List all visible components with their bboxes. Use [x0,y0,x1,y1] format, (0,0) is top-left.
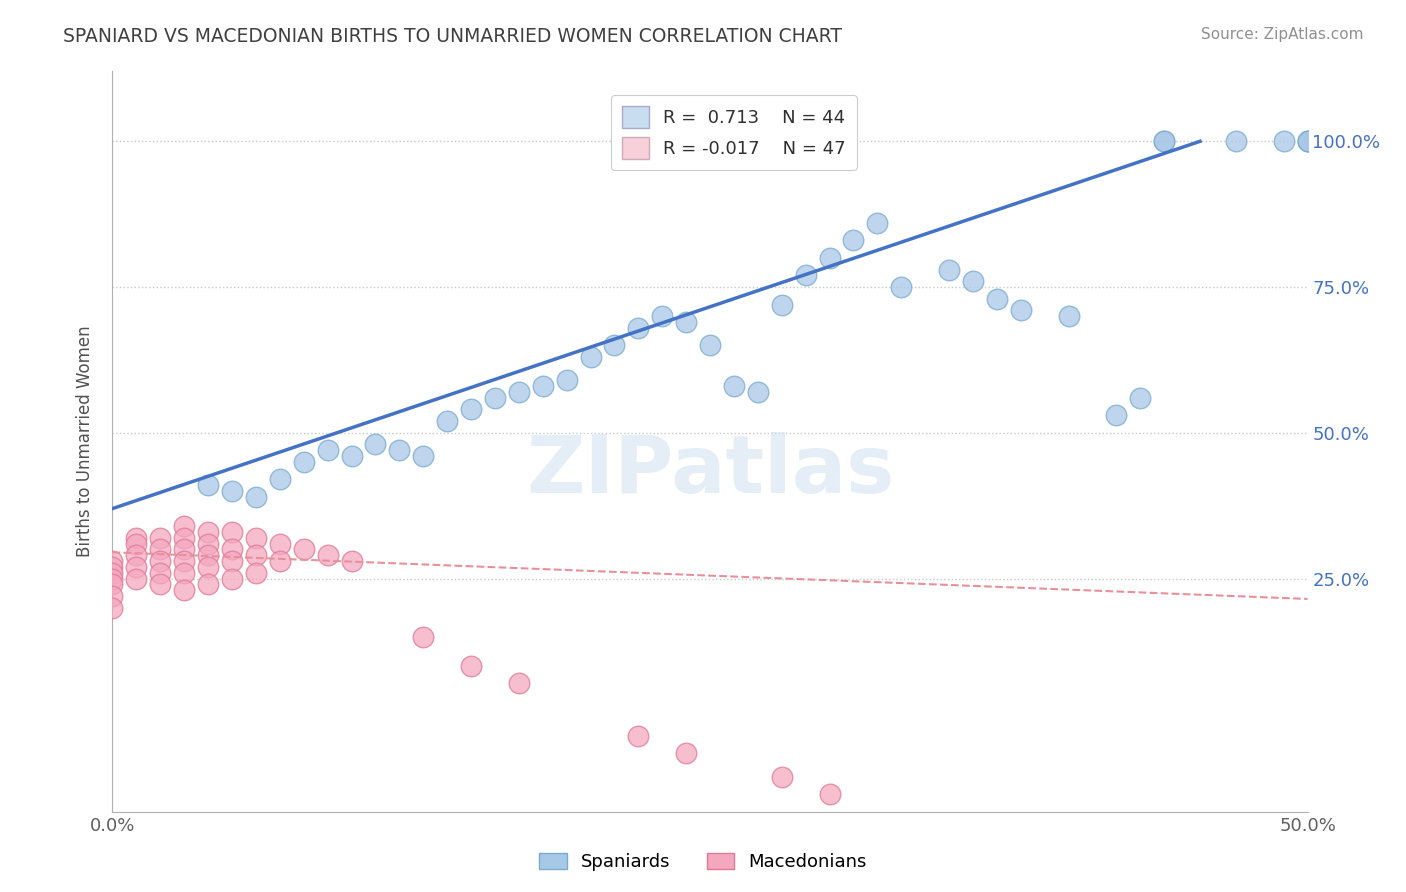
Point [149,554,172,568]
Point [101,566,124,580]
Point [221,484,243,499]
Point [316,548,339,562]
Point [436,414,458,428]
Point [818,787,841,801]
Point [125,560,148,574]
Point [269,554,291,568]
Point [412,449,434,463]
Point [1129,391,1152,405]
Point [340,554,363,568]
Point [1225,134,1247,148]
Point [221,554,243,568]
Point [221,524,243,539]
Point [340,449,363,463]
Point [125,531,148,545]
Point [149,542,172,557]
Point [1153,134,1175,148]
Point [890,280,912,294]
Point [197,478,219,492]
Point [101,600,124,615]
Point [388,443,411,458]
Point [125,548,148,562]
Point [173,531,195,545]
Point [173,583,195,598]
Point [149,566,172,580]
Point [221,542,243,557]
Point [173,554,195,568]
Point [603,338,626,352]
Point [1272,134,1295,148]
Point [221,572,243,586]
Point [101,554,124,568]
Point [1296,134,1319,148]
Point [245,531,267,545]
Point [651,309,673,323]
Point [675,315,697,329]
Point [508,676,530,690]
Point [269,536,291,550]
Point [197,536,219,550]
Point [986,292,1008,306]
Point [579,350,602,364]
Point [245,490,267,504]
Point [1057,309,1080,323]
Point [1105,409,1128,423]
Point [412,630,434,644]
Point [173,519,195,533]
Point [842,234,865,248]
Point [1010,303,1032,318]
Point [125,572,148,586]
Point [269,472,291,486]
Point [818,251,841,265]
Point [292,455,315,469]
Point [149,531,172,545]
Legend: R =  0.713    N = 44, R = -0.017    N = 47: R = 0.713 N = 44, R = -0.017 N = 47 [612,95,856,170]
Point [173,542,195,557]
Point [245,566,267,580]
Point [938,262,960,277]
Point [101,577,124,591]
Point [245,548,267,562]
Point [292,542,315,557]
Point [794,268,817,283]
Point [101,560,124,574]
Point [173,566,195,580]
Point [723,379,745,393]
Point [484,391,506,405]
Point [627,321,650,335]
Point [699,338,721,352]
Point [197,548,219,562]
Point [101,589,124,603]
Point [149,577,172,591]
Y-axis label: Births to Unmarried Women: Births to Unmarried Women [76,326,94,558]
Point [197,560,219,574]
Point [675,747,697,761]
Point [555,373,578,387]
Point [364,437,387,451]
Point [460,402,482,417]
Text: SPANIARD VS MACEDONIAN BIRTHS TO UNMARRIED WOMEN CORRELATION CHART: SPANIARD VS MACEDONIAN BIRTHS TO UNMARRI… [63,27,842,45]
Point [1153,134,1175,148]
Point [531,379,554,393]
Point [316,443,339,458]
Point [125,536,148,550]
Text: Source: ZipAtlas.com: Source: ZipAtlas.com [1201,27,1364,42]
Text: ZIPatlas: ZIPatlas [526,432,894,510]
Point [460,659,482,673]
Point [770,770,793,784]
Legend: Spaniards, Macedonians: Spaniards, Macedonians [533,846,873,879]
Point [1296,134,1319,148]
Point [747,384,769,399]
Point [866,216,889,230]
Point [197,524,219,539]
Point [197,577,219,591]
Point [627,729,650,743]
Point [770,297,793,311]
Point [508,384,530,399]
Point [1296,134,1319,148]
Point [962,274,984,288]
Point [101,572,124,586]
